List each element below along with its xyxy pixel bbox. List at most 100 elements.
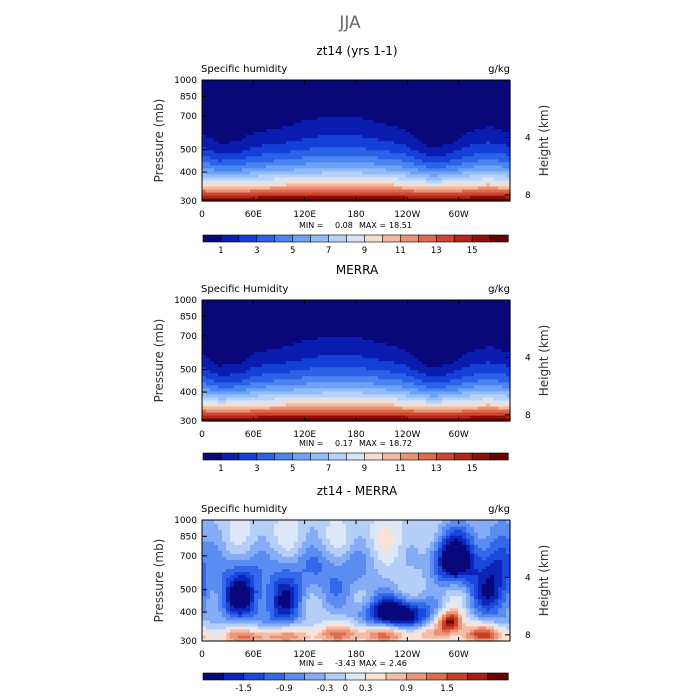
heatmap-cell	[330, 351, 335, 356]
heatmap-cell	[494, 128, 499, 133]
heatmap-cell	[394, 191, 399, 196]
heatmap-cell	[426, 402, 431, 407]
heatmap-cell	[246, 381, 251, 386]
heatmap-cell	[350, 128, 355, 133]
heatmap-cell	[270, 119, 275, 123]
heatmap-cell	[254, 348, 259, 353]
heatmap-cell	[418, 176, 423, 181]
heatmap-cell	[462, 194, 467, 199]
heatmap-cell	[362, 372, 367, 377]
heatmap-cell	[466, 89, 471, 93]
heatmap-cell	[462, 113, 467, 117]
heatmap-cell	[418, 381, 423, 386]
heatmap-cell	[238, 351, 243, 356]
heatmap-cell	[506, 363, 511, 368]
heatmap-cell	[498, 86, 503, 90]
heatmap-cell	[202, 366, 207, 371]
heatmap-cell	[366, 98, 371, 102]
heatmap-cell	[498, 98, 503, 102]
heatmap-cell	[266, 390, 271, 395]
heatmap-cell	[254, 95, 259, 99]
heatmap-cell	[378, 122, 383, 126]
heatmap-cell	[282, 402, 287, 407]
heatmap-cell	[466, 384, 471, 389]
heatmap-cell	[482, 197, 487, 202]
heatmap-cell	[254, 158, 259, 163]
heatmap-cell	[486, 95, 491, 99]
heatmap-cell	[294, 86, 299, 90]
heatmap-cell	[286, 83, 291, 87]
heatmap-cell	[318, 390, 323, 395]
heatmap-cell	[430, 366, 435, 371]
heatmap-cell	[474, 134, 479, 139]
heatmap-cell	[246, 360, 251, 365]
heatmap-cell	[438, 408, 443, 413]
heatmap-cell	[226, 405, 231, 410]
heatmap-cell	[406, 363, 411, 368]
heatmap-cell	[422, 381, 427, 386]
heatmap-cell	[386, 182, 391, 187]
heatmap-cell	[306, 164, 311, 169]
heatmap-cell	[374, 405, 379, 410]
heatmap-cell	[438, 417, 443, 422]
heatmap-cell	[354, 369, 359, 374]
heatmap-cell	[362, 149, 367, 154]
heatmap-cell	[250, 143, 255, 148]
heatmap-cell	[378, 399, 383, 404]
heatmap-cell	[258, 134, 263, 139]
heatmap-cell	[270, 152, 275, 157]
heatmap-cell	[378, 405, 383, 410]
heatmap-cell	[282, 152, 287, 157]
heatmap-cell	[450, 405, 455, 410]
heatmap-cell	[362, 140, 367, 145]
heatmap-cell	[490, 381, 495, 386]
heatmap-cell	[354, 179, 359, 184]
heatmap-cell	[322, 170, 327, 175]
heatmap-cell	[282, 80, 287, 84]
heatmap-cell	[314, 378, 319, 383]
panel-1-left-label: Specific humidity	[201, 64, 287, 75]
heatmap-cell	[414, 134, 419, 139]
heatmap-cell	[442, 122, 447, 126]
heatmap-cell	[354, 372, 359, 377]
heatmap-cell	[270, 357, 275, 362]
heatmap-cell	[474, 122, 479, 126]
heatmap-cell	[346, 134, 351, 139]
heatmap-cell	[458, 378, 463, 383]
heatmap-cell	[262, 387, 267, 392]
heatmap-cell	[218, 194, 223, 199]
heatmap-cell	[490, 414, 495, 419]
heatmap-cell	[398, 128, 403, 133]
heatmap-cell	[462, 134, 467, 139]
heatmap-cell	[442, 369, 447, 374]
heatmap-cell	[478, 104, 483, 108]
heatmap-cell	[402, 131, 407, 136]
heatmap-cell	[490, 122, 495, 126]
heatmap-cell	[278, 173, 283, 178]
heatmap-cell	[250, 402, 255, 407]
heatmap-cell	[330, 363, 335, 368]
heatmap-cell	[478, 140, 483, 145]
heatmap-cell	[450, 393, 455, 398]
heatmap-cell	[410, 387, 415, 392]
heatmap-cell	[234, 161, 239, 166]
heatmap-cell	[434, 417, 439, 422]
heatmap-cell	[390, 173, 395, 178]
heatmap-cell	[486, 381, 491, 386]
heatmap-cell	[226, 381, 231, 386]
heatmap-cell	[338, 149, 343, 154]
heatmap-cell	[338, 408, 343, 413]
heatmap-cell	[294, 134, 299, 139]
heatmap-cell	[294, 80, 299, 84]
heatmap-cell	[318, 146, 323, 151]
heatmap-cell	[378, 95, 383, 99]
heatmap-cell	[486, 387, 491, 392]
heatmap-cell	[262, 393, 267, 398]
heatmap-cell	[262, 351, 267, 356]
heatmap-cell	[330, 170, 335, 175]
heatmap-cell	[330, 405, 335, 410]
heatmap-cell	[202, 83, 207, 87]
heatmap-cell	[350, 89, 355, 93]
heatmap-cell	[418, 357, 423, 362]
heatmap-cell	[414, 131, 419, 136]
